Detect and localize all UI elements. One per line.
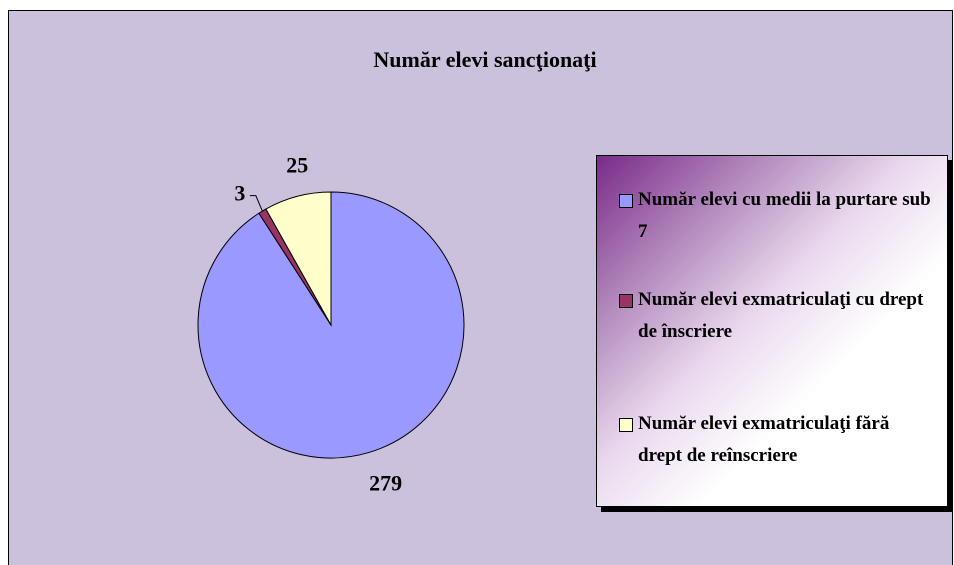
legend-entry: Număr elevi exmatriculaţi fără drept de … <box>619 408 937 472</box>
legend-label: Număr elevi exmatriculaţi cu drept de în… <box>638 289 924 342</box>
pie-slice <box>265 191 332 327</box>
legend-swatch <box>619 418 633 432</box>
leader-line <box>249 195 263 212</box>
legend: Număr elevi cu medii la purtare sub 7 Num… <box>596 155 948 507</box>
data-label: 279 <box>369 470 402 495</box>
legend-label: Număr elevi exmatriculaţi fără drept de … <box>638 413 890 466</box>
legend-label: Număr elevi cu medii la purtare sub 7 <box>638 189 931 242</box>
legend-entry: Număr elevi exmatriculaţi cu drept de în… <box>619 284 937 348</box>
data-label: 3 <box>234 181 245 206</box>
legend-entry: Număr elevi cu medii la purtare sub 7 <box>619 184 937 248</box>
pie: 279 3 25 <box>197 152 465 495</box>
chart-title: Număr elevi sancţionaţi <box>373 47 596 72</box>
legend-swatch <box>619 194 633 208</box>
data-label: 25 <box>286 152 308 177</box>
legend-swatch <box>619 294 633 308</box>
